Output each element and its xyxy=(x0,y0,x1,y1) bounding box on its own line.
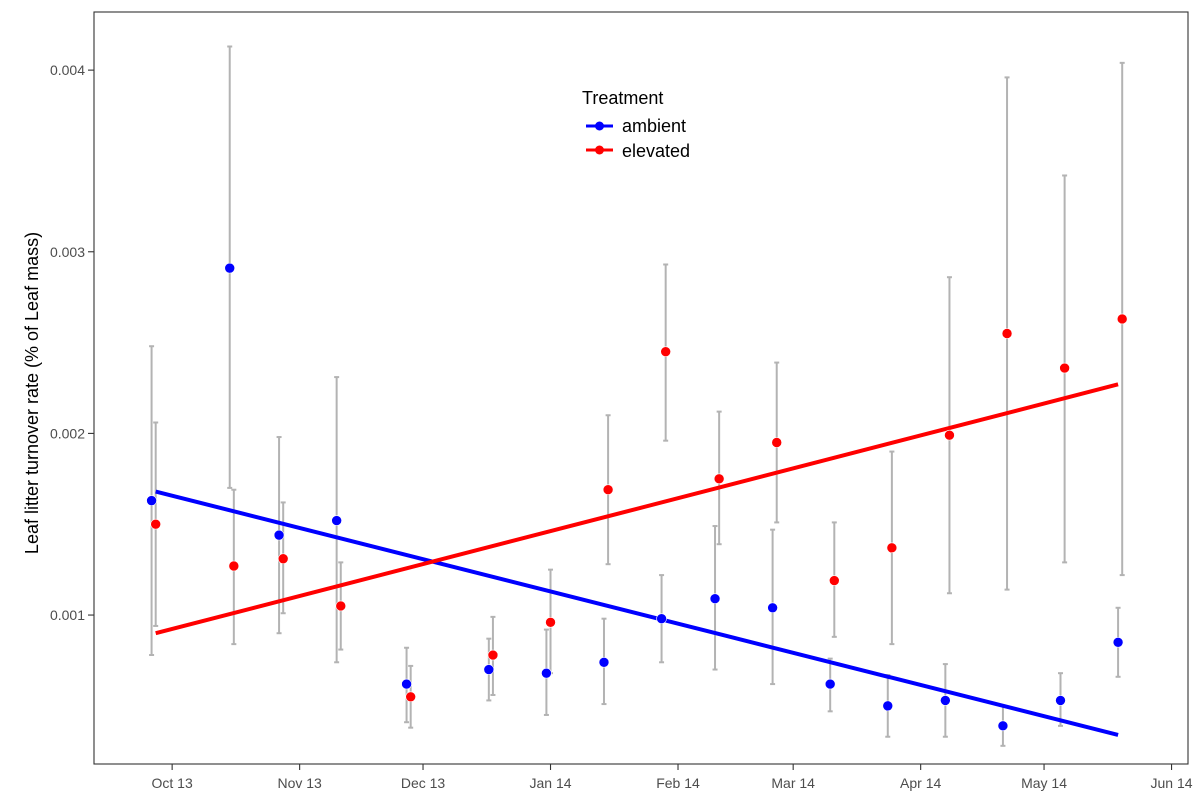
point-ambient xyxy=(709,593,721,605)
trend-line-ambient xyxy=(155,489,1119,737)
legend-label-ambient: ambient xyxy=(622,116,686,136)
point-ambient xyxy=(997,720,1009,732)
point-elevated xyxy=(405,691,416,703)
point-elevated xyxy=(602,484,614,496)
y-tick-label: 0.003 xyxy=(50,244,85,260)
point-elevated xyxy=(829,575,840,586)
x-tick-label: Apr 14 xyxy=(900,775,941,791)
x-tick-label: Mar 14 xyxy=(771,775,815,791)
y-axis: 0.001 0.002 0.003 0.004 xyxy=(50,62,94,623)
data-points xyxy=(146,262,1128,732)
y-axis-title: Leaf litter turnover rate (% of Leaf mas… xyxy=(22,232,42,554)
y-tick-label: 0.002 xyxy=(50,425,85,441)
x-tick-label: Nov 13 xyxy=(277,775,322,791)
y-tick-label: 0.004 xyxy=(50,62,85,78)
legend-entry-elevated: elevated xyxy=(586,141,690,161)
legend-title: Treatment xyxy=(582,88,663,108)
point-elevated xyxy=(1116,313,1128,325)
point-elevated xyxy=(150,518,161,530)
point-elevated xyxy=(335,600,347,612)
point-elevated xyxy=(545,617,556,628)
point-ambient xyxy=(656,613,667,624)
point-ambient xyxy=(882,700,894,712)
point-elevated xyxy=(771,437,783,448)
point-elevated xyxy=(944,429,955,441)
point-ambient xyxy=(940,695,951,706)
point-ambient xyxy=(273,529,285,541)
x-tick-label: May 14 xyxy=(1021,775,1067,791)
x-tick-label: Jun 14 xyxy=(1151,775,1193,791)
point-ambient xyxy=(146,495,157,506)
point-elevated xyxy=(228,560,240,572)
point-elevated xyxy=(1001,328,1013,339)
legend-key-ambient-dot xyxy=(595,121,604,131)
point-elevated xyxy=(660,346,671,357)
point-ambient xyxy=(598,656,610,668)
point-elevated xyxy=(277,553,289,565)
point-ambient xyxy=(767,602,778,614)
point-ambient xyxy=(1055,695,1066,706)
point-ambient xyxy=(483,664,495,675)
point-elevated xyxy=(713,473,725,485)
point-ambient xyxy=(224,262,236,274)
point-ambient xyxy=(541,667,552,679)
plot-panel xyxy=(93,11,1189,765)
legend-entry-ambient: ambient xyxy=(586,116,686,136)
trend-lines xyxy=(155,382,1119,737)
point-elevated xyxy=(487,649,499,661)
point-ambient xyxy=(331,515,342,526)
x-tick-label: Jan 14 xyxy=(529,775,571,791)
legend-label-elevated: elevated xyxy=(622,141,690,161)
point-ambient xyxy=(1112,636,1124,648)
trend-line-elevated xyxy=(155,382,1119,636)
y-tick-label: 0.001 xyxy=(50,607,85,623)
point-ambient xyxy=(401,678,412,690)
point-ambient xyxy=(824,678,836,690)
x-tick-label: Dec 13 xyxy=(401,775,446,791)
point-elevated xyxy=(886,542,898,554)
legend: Treatment ambient elevated xyxy=(582,88,690,161)
x-axis: Oct 13 Nov 13 Dec 13 Jan 14 Feb 14 Mar 14 Apr … xyxy=(152,764,1193,791)
point-elevated xyxy=(1059,362,1070,374)
x-tick-label: Oct 13 xyxy=(152,775,193,791)
legend-key-elevated-dot xyxy=(595,145,604,155)
x-tick-label: Feb 14 xyxy=(656,775,700,791)
